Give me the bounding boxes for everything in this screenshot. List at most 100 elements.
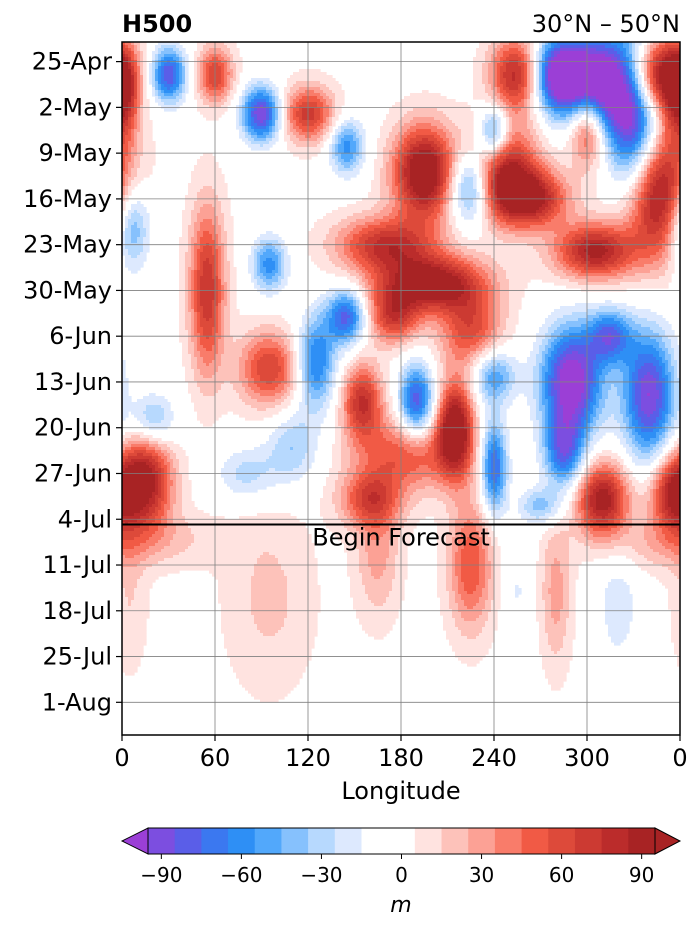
contour-cell	[410, 126, 438, 130]
contour-cell	[179, 288, 186, 292]
contour-cell	[437, 156, 441, 160]
contour-cell	[389, 219, 405, 223]
contour-cell	[251, 84, 270, 88]
contour-cell	[602, 129, 606, 133]
contour-cell	[128, 219, 144, 223]
contour-cell	[620, 267, 633, 271]
contour-cell	[545, 99, 549, 103]
contour-cell	[560, 207, 567, 211]
contour-cell	[266, 126, 270, 130]
contour-cell	[122, 105, 129, 109]
contour-cell	[395, 273, 453, 277]
contour-cell	[554, 216, 567, 220]
contour-cell	[632, 96, 636, 100]
contour-cell	[482, 312, 489, 316]
contour-cell	[506, 117, 510, 121]
contour-cell	[347, 321, 354, 325]
contour-cell	[677, 183, 680, 187]
contour-cell	[440, 177, 444, 181]
contour-cell	[404, 150, 408, 154]
contour-cell	[386, 321, 405, 325]
contour-cell	[194, 309, 198, 313]
contour-cell	[671, 219, 675, 223]
contour-cell	[137, 108, 141, 112]
contour-cell	[221, 237, 228, 241]
contour-cell	[653, 105, 657, 109]
contour-cell	[314, 129, 321, 133]
contour-cell	[185, 252, 192, 256]
contour-cell	[626, 81, 630, 85]
contour-cell	[659, 147, 663, 151]
contour-cell	[572, 114, 576, 118]
contour-cell	[524, 96, 528, 100]
contour-cell	[128, 129, 132, 133]
contour-cell	[659, 267, 669, 271]
contour-cell	[656, 105, 660, 109]
contour-cell	[215, 255, 219, 259]
contour-cell	[548, 171, 552, 175]
contour-cell	[488, 75, 495, 79]
contour-cell	[491, 282, 501, 286]
contour-cell	[530, 162, 534, 166]
contour-cell	[437, 189, 441, 193]
contour-cell	[392, 210, 399, 214]
contour-cell	[536, 168, 540, 172]
contour-cell	[449, 189, 453, 193]
contour-cell	[482, 132, 486, 136]
contour-cell	[242, 126, 246, 130]
contour-cell	[329, 258, 342, 262]
contour-cell	[194, 87, 198, 91]
contour-cell	[404, 195, 408, 199]
contour-cell	[482, 168, 486, 172]
contour-cell	[290, 105, 297, 109]
contour-cell	[671, 204, 675, 208]
contour-cell	[476, 309, 483, 313]
contour-cell	[341, 321, 348, 325]
contour-cell	[161, 84, 165, 88]
contour-cell	[554, 57, 612, 61]
contour-cell	[458, 267, 468, 271]
contour-cell	[161, 81, 168, 85]
contour-cell	[605, 132, 609, 136]
contour-cell	[398, 120, 411, 124]
contour-cell	[674, 126, 680, 130]
contour-cell	[353, 255, 363, 259]
contour-cell	[347, 225, 357, 229]
contour-cell	[155, 75, 159, 79]
contour-cell	[458, 192, 462, 196]
contour-cell	[674, 216, 678, 220]
contour-cell	[284, 252, 288, 256]
contour-cell	[674, 213, 678, 217]
contour-cell	[302, 315, 312, 319]
contour-cell	[524, 102, 528, 106]
contour-cell	[251, 114, 258, 118]
contour-cell	[128, 111, 132, 115]
contour-cell	[530, 129, 537, 133]
contour-cell	[635, 123, 639, 127]
contour-cell	[224, 309, 231, 313]
contour-cell	[140, 120, 144, 124]
contour-cell	[539, 96, 543, 100]
contour-cell	[539, 207, 546, 211]
contour-cell	[191, 300, 195, 304]
contour-cell	[539, 108, 543, 112]
contour-cell	[572, 153, 579, 157]
contour-cell	[638, 186, 642, 190]
contour-cell	[563, 147, 573, 151]
contour-cell	[659, 69, 680, 73]
contour-cell	[452, 153, 456, 157]
contour-cell	[131, 123, 135, 127]
contour-cell	[575, 135, 579, 139]
contour-cell	[557, 168, 591, 172]
contour-cell	[446, 216, 450, 220]
contour-cell	[476, 249, 537, 253]
contour-cell	[197, 309, 204, 313]
contour-cell	[539, 156, 546, 160]
contour-cell	[344, 249, 351, 253]
contour-cell	[368, 294, 372, 298]
contour-cell	[191, 282, 195, 286]
contour-cell	[200, 237, 213, 241]
contour-cell	[125, 120, 129, 124]
contour-cell	[437, 198, 441, 202]
contour-cell	[134, 129, 141, 133]
